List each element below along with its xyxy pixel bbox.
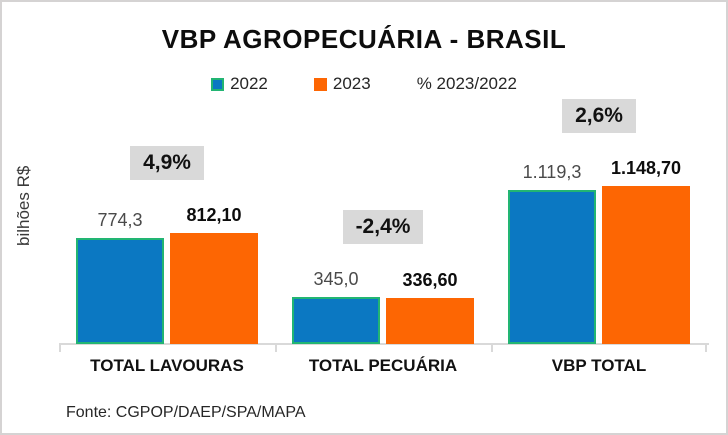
x-axis-category-label: TOTAL PECUÁRIA <box>308 356 458 375</box>
bar-2022 <box>508 190 596 344</box>
x-axis-tick <box>59 343 61 352</box>
x-axis-tick <box>705 343 707 352</box>
pct-change-badge: 4,9% <box>130 145 204 180</box>
pct-change-row: 2,6% <box>491 99 707 134</box>
bar-2022 <box>76 237 164 344</box>
bar-value-label-2023: 1.148,70 <box>610 158 682 179</box>
legend-item-pct: % 2023/2022 <box>417 74 517 94</box>
x-axis-category-label: TOTAL LAVOURAS <box>90 356 244 375</box>
bar-value-label-2022: 1.119,3 <box>522 162 582 183</box>
pct-change-badge: -2,4% <box>342 209 424 244</box>
legend-item-2023: 2023 <box>313 74 371 94</box>
x-axis-line <box>59 343 709 345</box>
legend-item-2022: 2022 <box>211 74 268 94</box>
bar-2023 <box>170 232 258 344</box>
bar-2023 <box>386 297 474 344</box>
bar-2022 <box>292 296 380 344</box>
bar-value-label-2022: 345,0 <box>313 268 359 289</box>
legend-swatch-2023-icon <box>313 77 327 91</box>
legend-label-2022: 2022 <box>230 74 268 93</box>
x-axis-tick <box>491 343 493 352</box>
legend-label-pct: % 2023/2022 <box>416 74 517 93</box>
legend-swatch-2022-icon <box>211 77 225 91</box>
bar-value-label-2023: 336,60 <box>402 269 458 290</box>
bar-2023 <box>602 186 690 344</box>
chart-title: VBP AGROPECUÁRIA - BRASIL <box>161 24 567 54</box>
legend-label-2023: 2023 <box>332 74 371 93</box>
x-axis-category-label: VBP TOTAL <box>551 356 647 375</box>
pct-change-row: 4,9% <box>59 145 275 180</box>
pct-change-row: -2,4% <box>275 209 491 244</box>
bar-value-label-2023: 812,10 <box>186 204 242 225</box>
source-note: Fonte: CGPOP/DAEP/SPA/MAPA <box>66 404 306 421</box>
bar-value-label-2022: 774,3 <box>97 209 143 230</box>
pct-change-badge: 2,6% <box>562 99 636 134</box>
legend: 2022 2023 % 2023/2022 <box>2 74 726 94</box>
x-axis-tick <box>275 343 277 352</box>
